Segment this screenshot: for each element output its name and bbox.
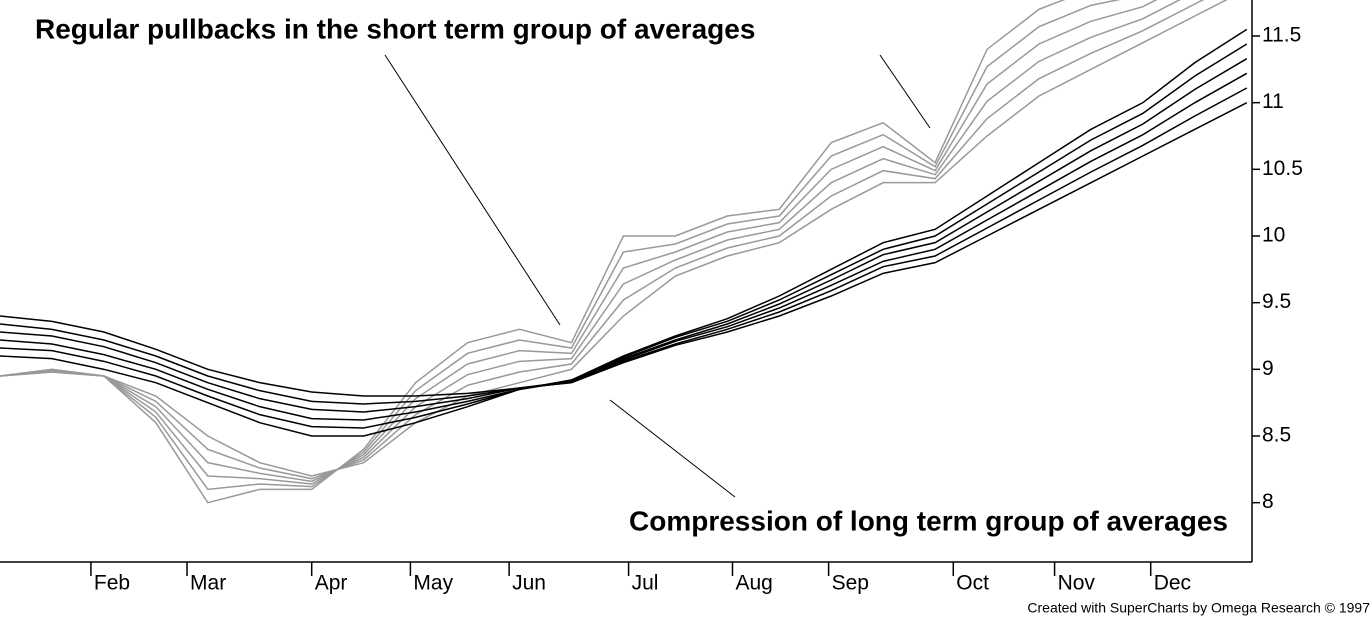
average-line — [0, 101, 1248, 397]
average-line — [0, 0, 1066, 504]
average-line — [0, 0, 1181, 483]
leader-line — [879, 54, 931, 129]
leader-line — [609, 399, 736, 498]
y-tick-label: 8 — [1262, 490, 1274, 513]
y-tick-label: 8.5 — [1262, 424, 1291, 447]
footer: Created with SuperCharts by Omega Resear… — [1027, 600, 1370, 616]
x-tick-label: Sep — [832, 572, 869, 595]
annotation: Regular pullbacks in the short term grou… — [35, 13, 755, 44]
x-tick-label: Jun — [512, 572, 546, 595]
plot-area — [0, 0, 1248, 504]
y-tick-label: 11.5 — [1262, 24, 1301, 47]
annotation: Compression of long term group of averag… — [629, 505, 1228, 536]
x-tick-label: Apr — [315, 572, 348, 595]
x-tick-label: Nov — [1058, 572, 1096, 595]
average-line — [0, 0, 1121, 491]
average-line — [0, 0, 1158, 485]
x-tick-label: Oct — [956, 572, 989, 595]
leader-line — [384, 54, 561, 326]
y-tick-label: 9 — [1262, 357, 1274, 380]
y-tick-label: 9.5 — [1262, 290, 1291, 313]
average-line — [0, 28, 1248, 437]
average-line — [0, 0, 1228, 477]
average-line — [0, 87, 1248, 405]
x-tick-label: Dec — [1154, 572, 1191, 595]
x-tick-label: Jul — [632, 572, 659, 595]
average-line — [0, 0, 1205, 480]
average-line — [0, 58, 1248, 421]
x-tick-label: Feb — [94, 572, 130, 595]
y-tick-label: 10 — [1262, 224, 1285, 247]
x-tick-label: Mar — [190, 572, 226, 595]
x-tick-label: Aug — [735, 572, 772, 595]
average-line — [0, 43, 1248, 429]
average-line — [0, 72, 1248, 413]
y-tick-label: 10.5 — [1262, 157, 1303, 180]
x-tick-label: May — [413, 572, 453, 595]
y-tick-label: 11 — [1262, 90, 1284, 113]
